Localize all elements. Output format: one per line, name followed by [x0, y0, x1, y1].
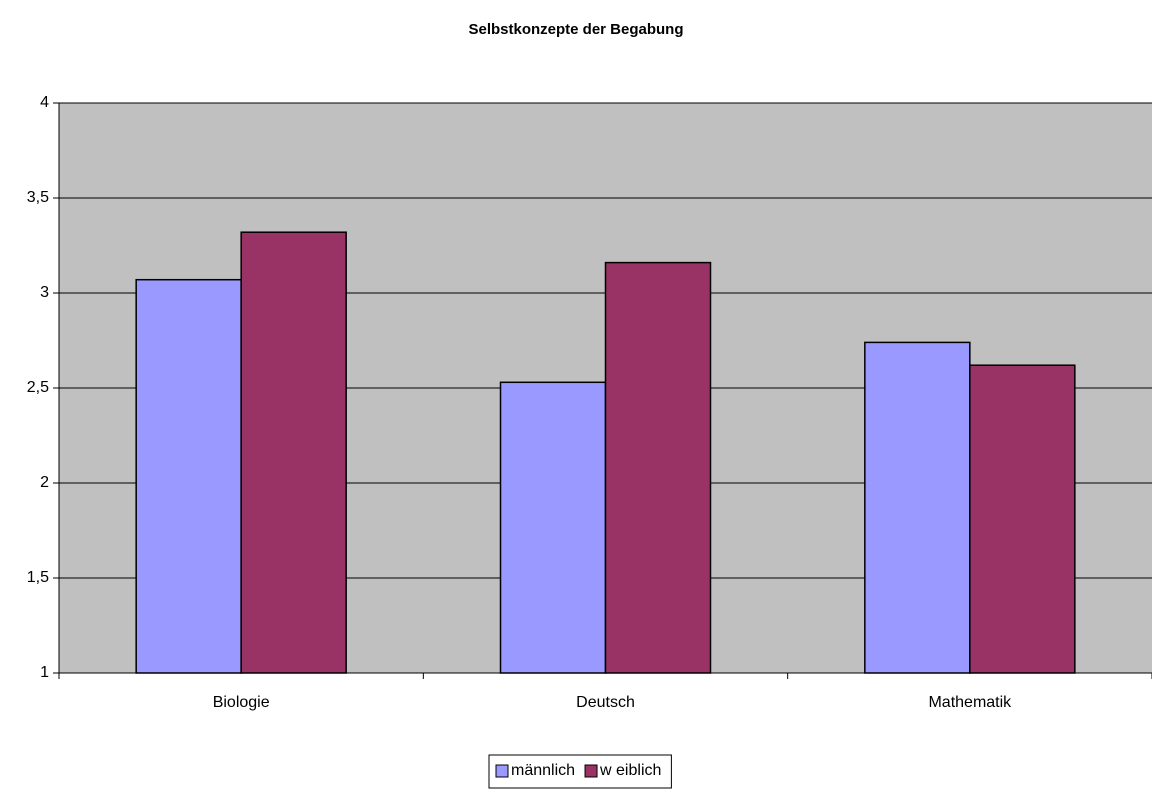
bar	[969, 364, 1076, 674]
y-tick-label: 3	[40, 284, 49, 301]
bar	[135, 278, 242, 674]
bar	[240, 231, 347, 674]
y-tick-label: 2,5	[27, 379, 49, 396]
legend	[488, 754, 672, 789]
y-tick-label: 1	[40, 664, 49, 681]
legend-label: männlich	[511, 762, 575, 779]
y-tick-label: 4	[40, 94, 49, 111]
legend-label: w eiblich	[599, 762, 661, 779]
bar	[499, 381, 607, 674]
x-tick-label: Deutsch	[576, 694, 635, 711]
y-tick-label: 3,5	[27, 189, 49, 206]
legend-swatch	[495, 764, 509, 778]
bar	[604, 261, 712, 674]
legend-swatch	[584, 764, 598, 778]
bar	[864, 341, 971, 674]
x-tick-label: Mathematik	[928, 694, 1012, 711]
chart-title: Selbstkonzepte der Begabung	[468, 21, 683, 38]
y-tick-label: 1,5	[27, 569, 49, 586]
y-tick-label: 2	[40, 474, 49, 491]
x-tick-label: Biologie	[213, 694, 270, 711]
